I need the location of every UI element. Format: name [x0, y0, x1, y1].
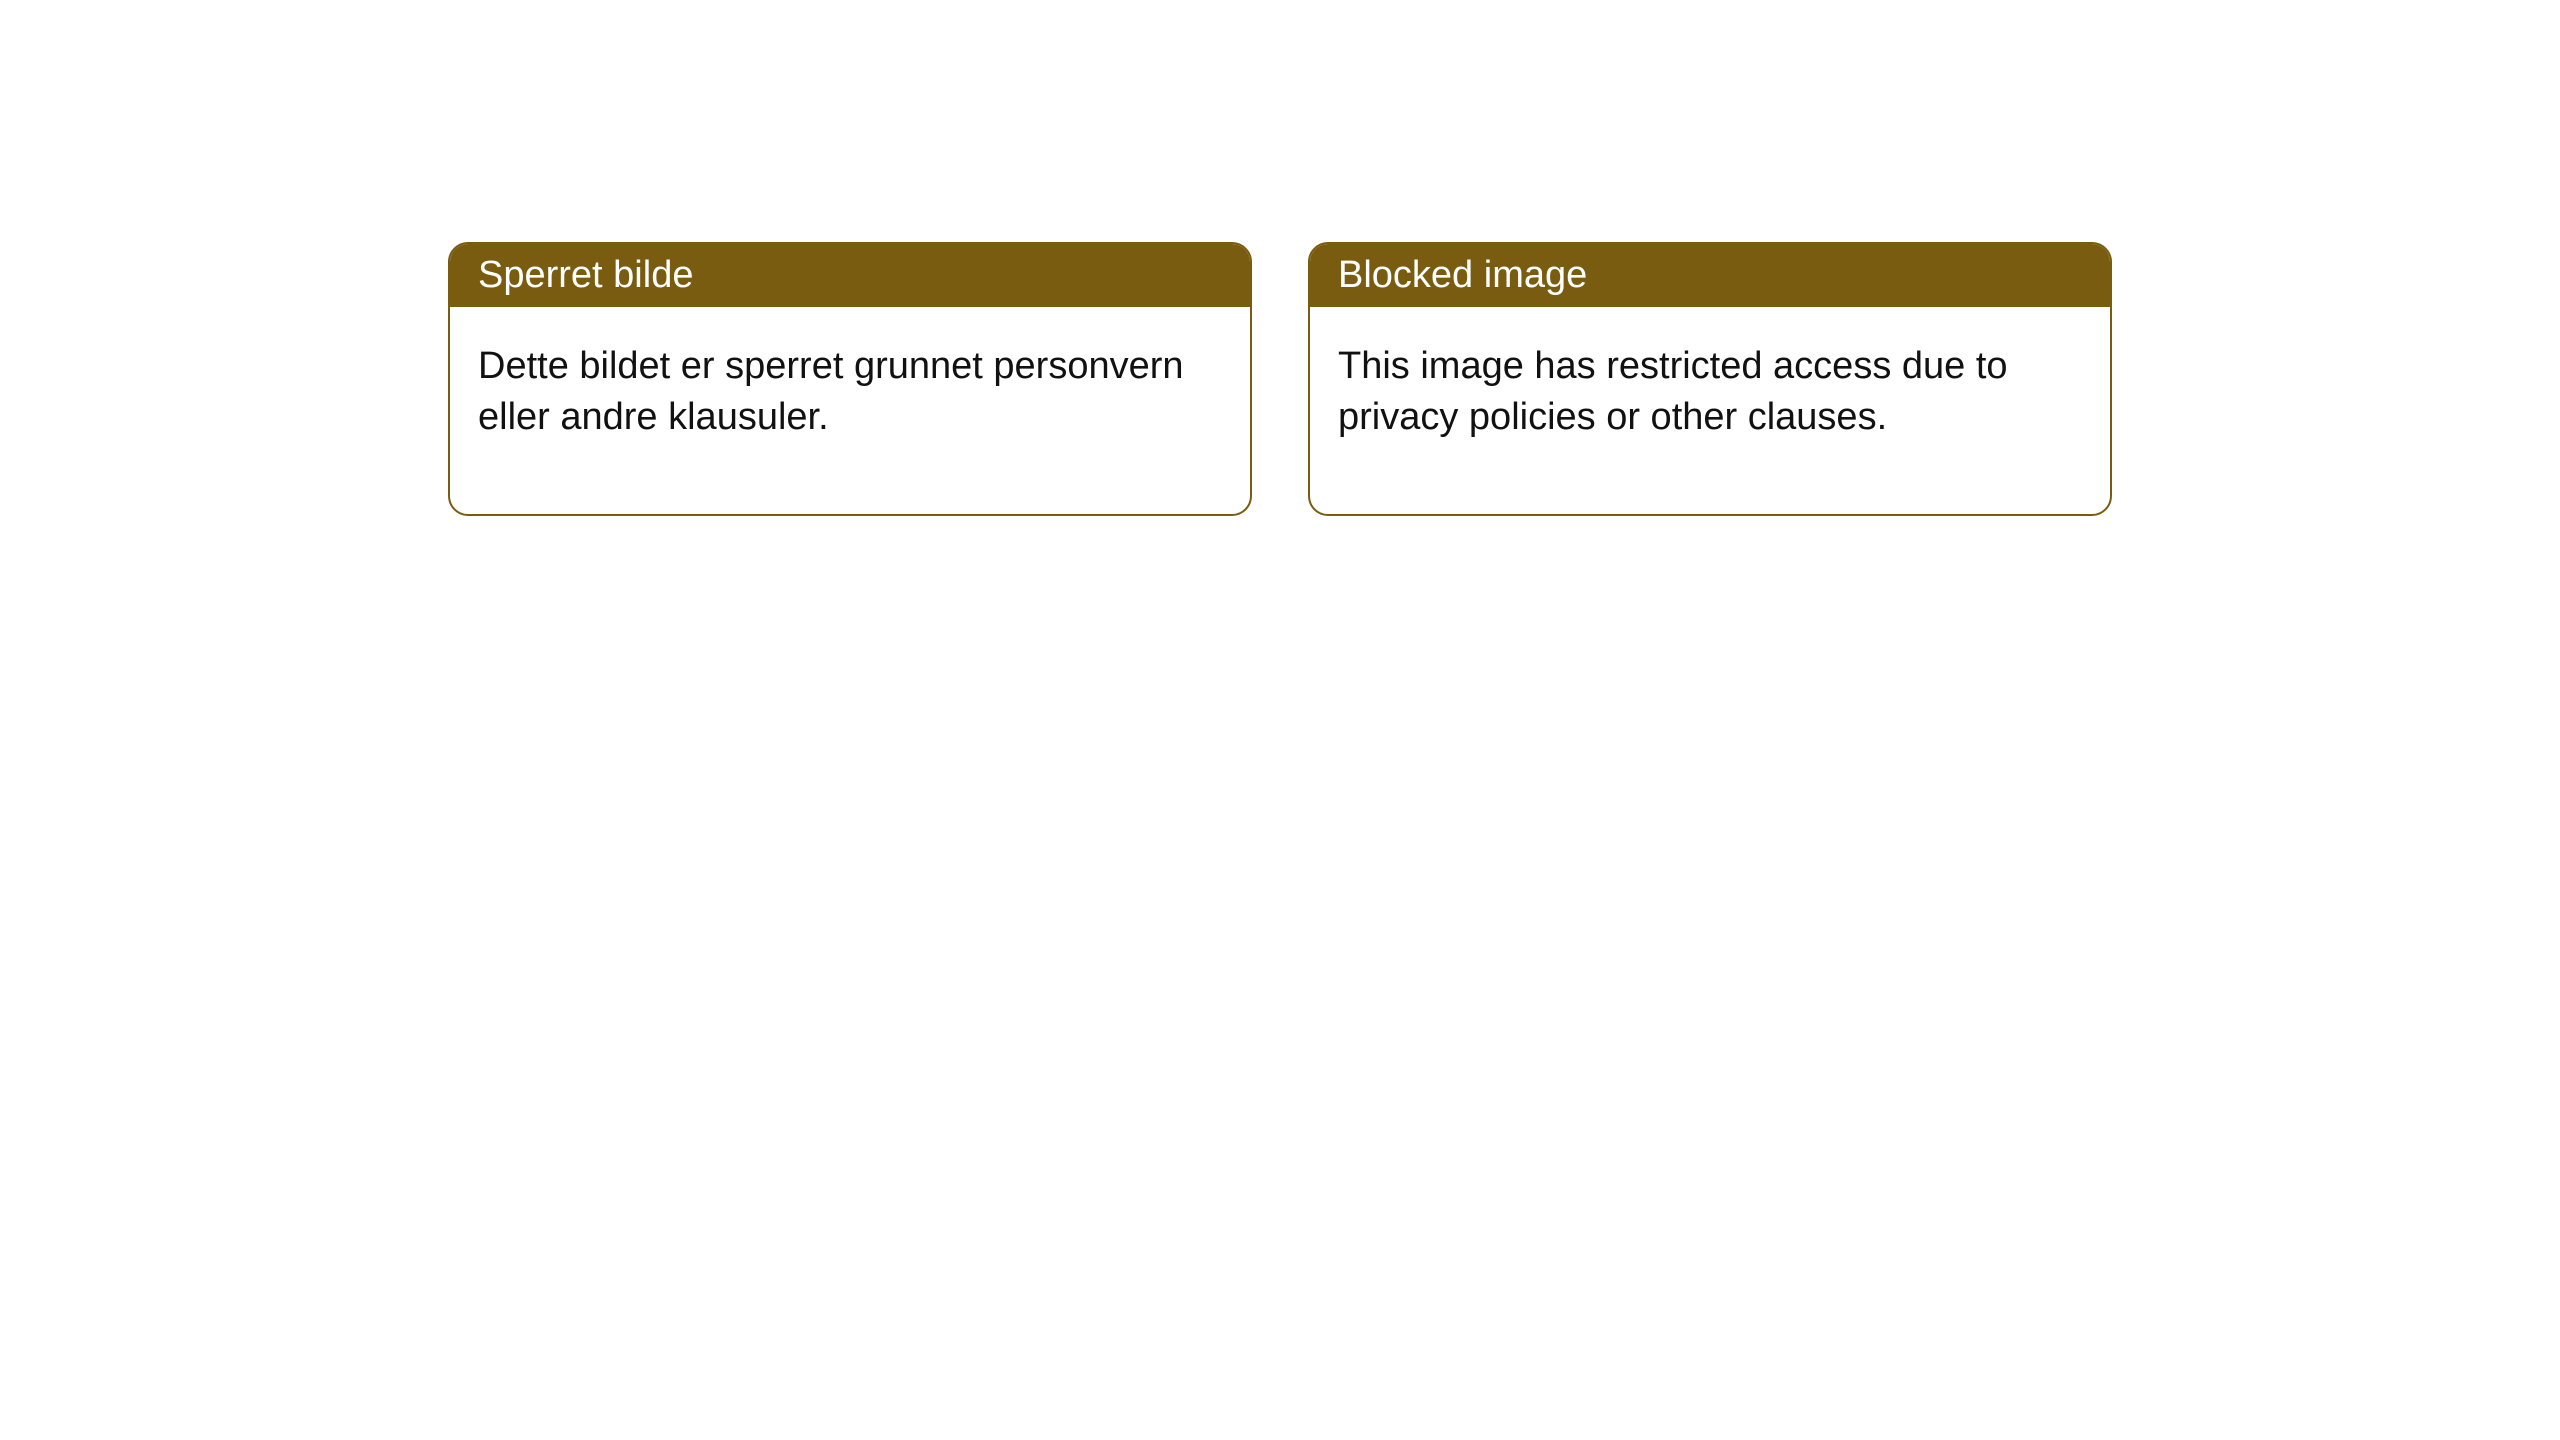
- notice-card-title: Sperret bilde: [450, 244, 1250, 307]
- notice-card-norwegian: Sperret bilde Dette bildet er sperret gr…: [448, 242, 1252, 516]
- notice-container: Sperret bilde Dette bildet er sperret gr…: [0, 0, 2560, 516]
- notice-card-title: Blocked image: [1310, 244, 2110, 307]
- notice-card-english: Blocked image This image has restricted …: [1308, 242, 2112, 516]
- notice-card-body: Dette bildet er sperret grunnet personve…: [450, 307, 1250, 514]
- notice-card-body: This image has restricted access due to …: [1310, 307, 2110, 514]
